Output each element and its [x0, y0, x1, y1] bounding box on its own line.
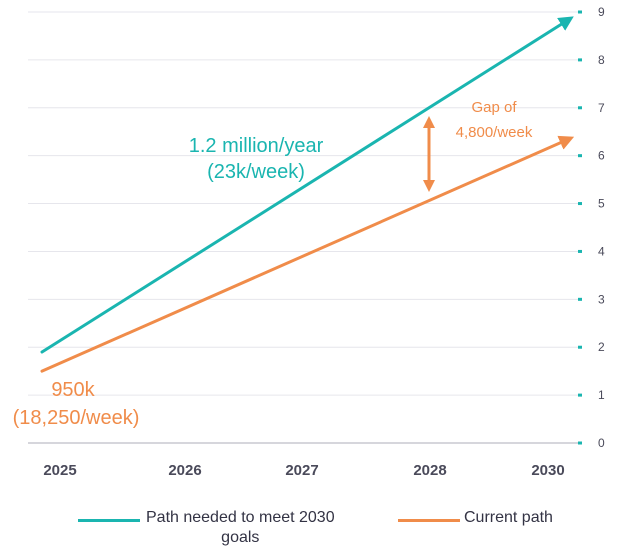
y-tick-label-9: 9 [598, 5, 605, 19]
y-tick-label-8: 8 [598, 53, 605, 67]
y-tick-label-7: 7 [598, 101, 605, 115]
y-tick-label-2: 2 [598, 340, 605, 354]
y-tick-mark-4 [578, 249, 582, 253]
current-rate-label-line2: (18,250/week) [13, 407, 140, 429]
y-tick-label-6: 6 [598, 149, 605, 163]
gap-label-line1: Gap of [471, 99, 517, 116]
legend-swatch-current [398, 519, 460, 522]
legend-label-needed-line2: goals [221, 529, 260, 546]
y-tick-label-0: 0 [598, 436, 605, 450]
y-tick-label-4: 4 [598, 244, 605, 258]
y-tick-mark-9 [578, 10, 582, 14]
y-tick-mark-2 [578, 345, 582, 349]
legend-swatch-needed [78, 519, 140, 522]
legend-item-needed: Path needed to meet 2030 goals [78, 508, 335, 548]
y-tick-mark-6 [578, 154, 582, 158]
legend: Path needed to meet 2030 goals Current p… [0, 505, 642, 548]
series-lines [40, 16, 575, 373]
needed-rate-label-line1: 1.2 million/year [189, 135, 324, 157]
gap-label-line2: 4,800/week [456, 124, 533, 141]
y-tick-mark-3 [578, 297, 582, 301]
y-axis-ticks: 0 1 2 3 4 5 6 7 8 9 [578, 5, 605, 450]
legend-label-current: Current path [464, 508, 553, 528]
gridlines [28, 11, 582, 444]
y-tick-mark-1 [578, 393, 582, 397]
y-tick-label-3: 3 [598, 292, 605, 306]
y-tick-mark-0 [578, 441, 582, 445]
x-axis-ticks: 2025 2026 2027 2028 2030 [43, 462, 564, 479]
needed-rate-label-line2: (23k/week) [207, 161, 305, 183]
current-rate-label-line1: 950k [51, 379, 95, 401]
y-tick-mark-8 [578, 58, 582, 62]
x-tick-label-2027: 2027 [285, 462, 318, 479]
y-tick-mark-7 [578, 106, 582, 110]
legend-item-current: Current path [398, 508, 553, 528]
legend-label-needed-line1: Path needed to meet 2030 [146, 509, 335, 526]
y-tick-label-1: 1 [598, 388, 605, 402]
x-tick-label-2030: 2030 [531, 462, 564, 479]
y-tick-mark-5 [578, 202, 582, 206]
y-tick-label-5: 5 [598, 197, 605, 211]
legend-label-current-line1: Current path [464, 509, 553, 526]
series-line-needed [40, 16, 574, 354]
x-tick-label-2026: 2026 [168, 462, 201, 479]
x-tick-label-2025: 2025 [43, 462, 76, 479]
series-line-current [40, 135, 575, 373]
legend-label-needed: Path needed to meet 2030 goals [146, 508, 335, 548]
x-tick-label-2028: 2028 [413, 462, 446, 479]
line-chart: 0 1 2 3 4 5 6 7 8 9 2025 2026 2027 2028 2030 1.2 mill… [13, 5, 605, 479]
